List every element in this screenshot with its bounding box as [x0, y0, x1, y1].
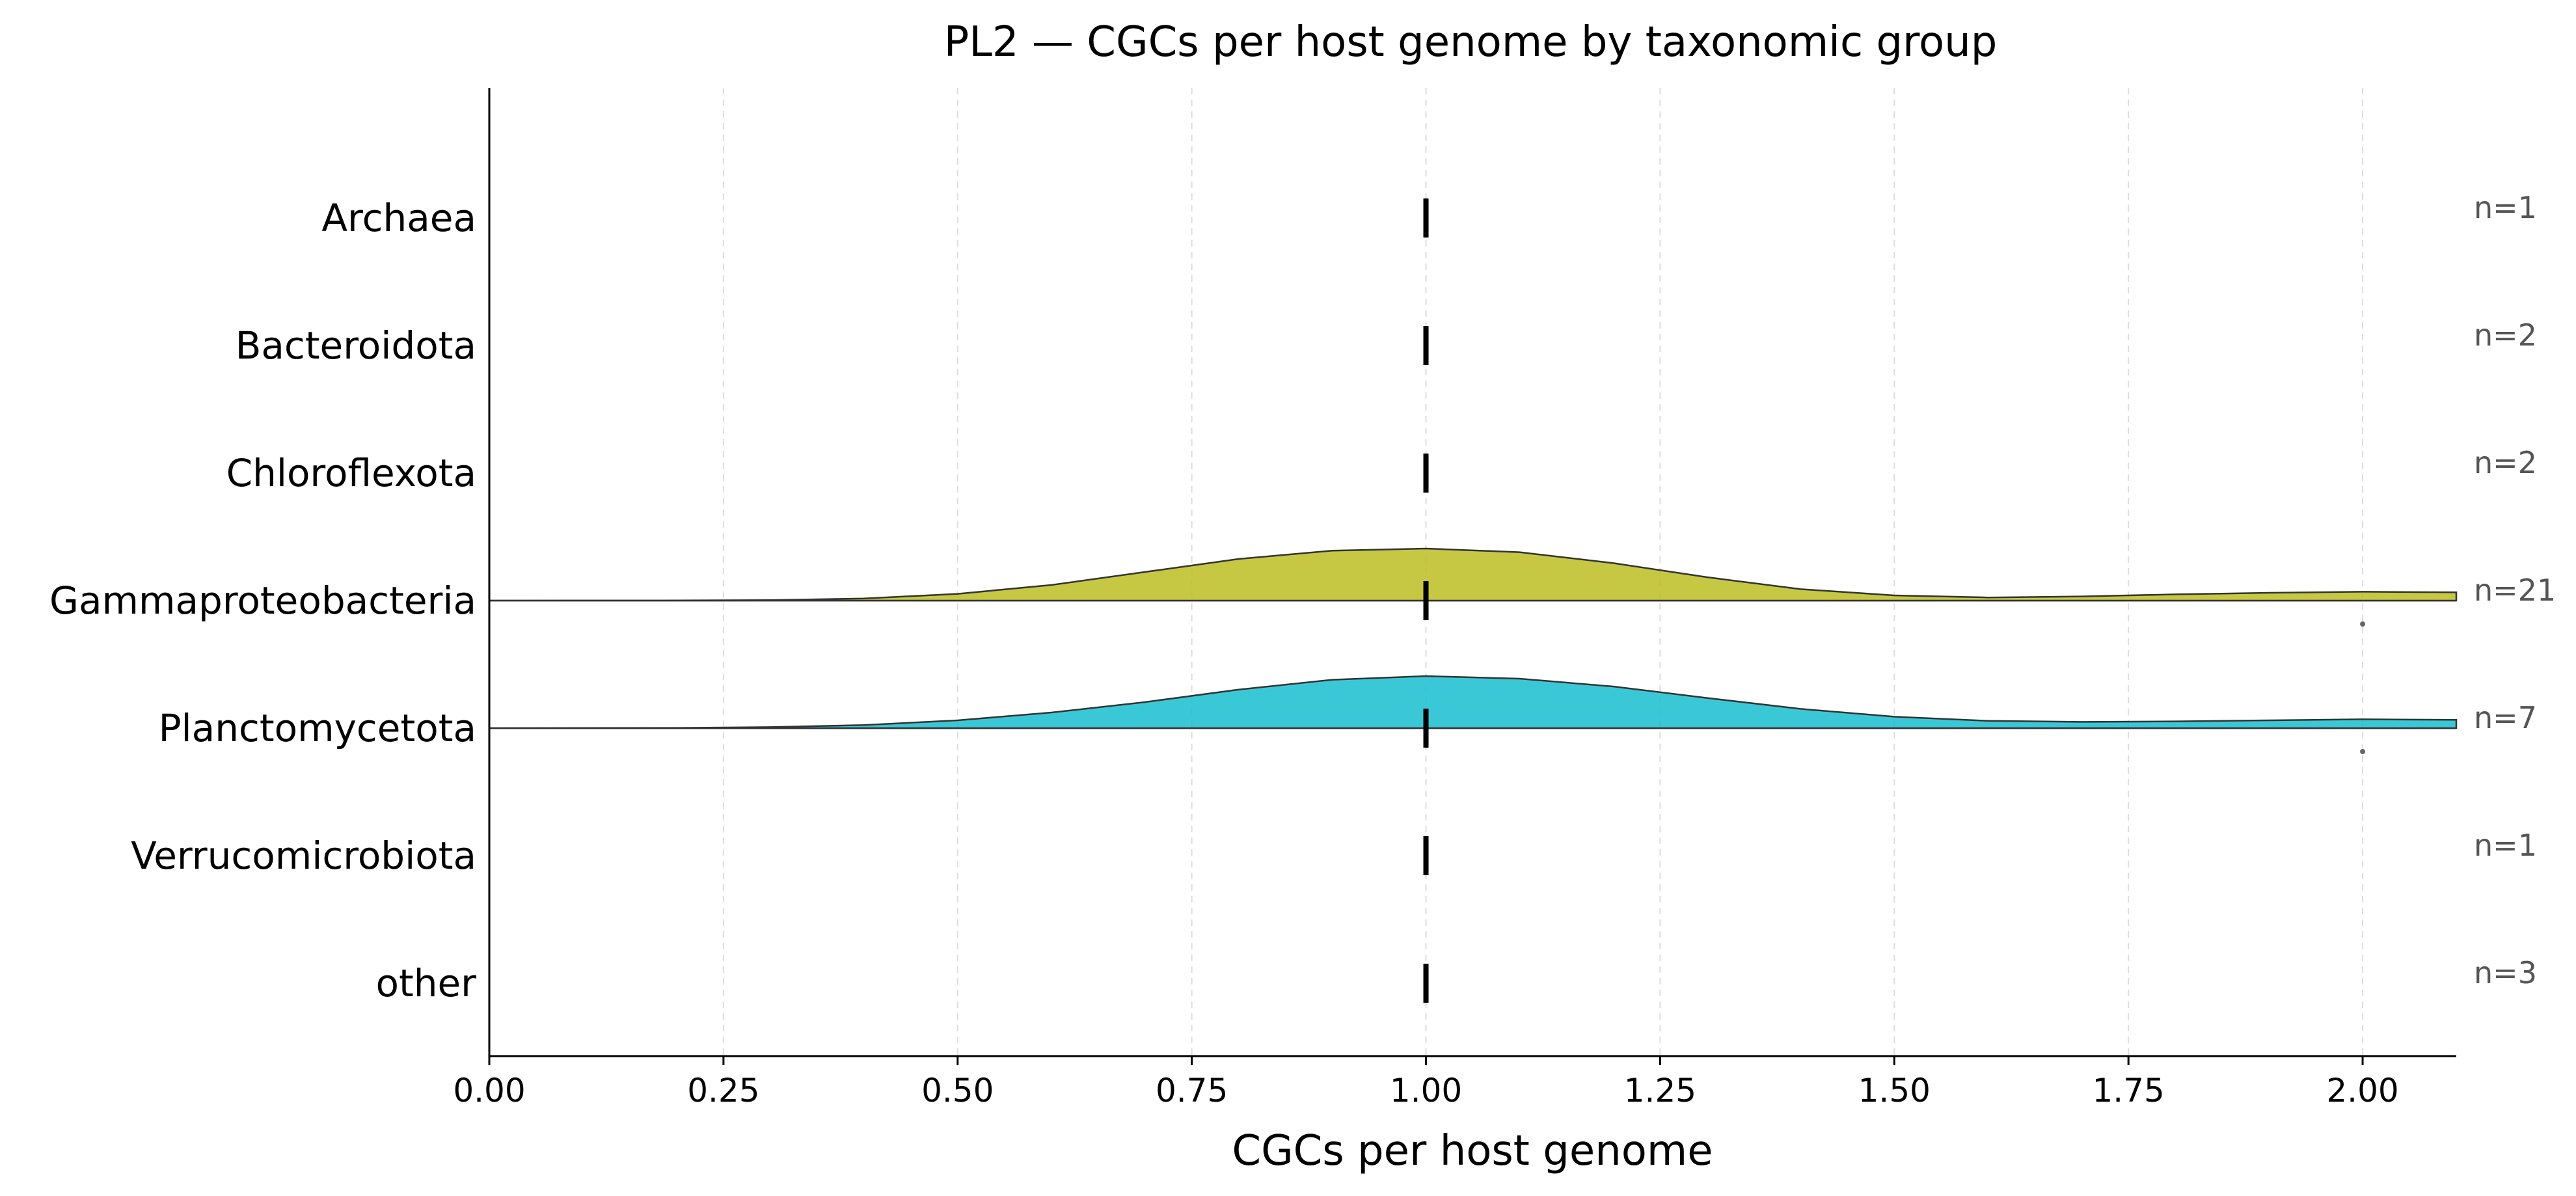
x-tick-label: 0.25 [687, 1072, 759, 1109]
x-tick-label: 1.00 [1390, 1072, 1462, 1109]
x-tick-label: 0.50 [921, 1072, 994, 1109]
category-label: Gammaproteobacteria [49, 578, 476, 623]
x-ticks: 0.00 0.25 0.50 0.75 1.00 1.25 1.50 1.75 2.00 [453, 1056, 2399, 1109]
violin-gammaproteobacteria [489, 547, 2458, 602]
x-tick-label: 1.75 [2093, 1072, 2165, 1109]
n-labels: n=1 n=2 n=2 n=21 n=7 n=1 n=3 [2474, 190, 2556, 990]
category-label: Planctomycetota [159, 706, 476, 750]
x-tick-label: 0.00 [453, 1072, 525, 1109]
category-label: Chloroflexota [226, 451, 476, 495]
category-label: Archaea [321, 196, 476, 240]
outlier-point-planctomycetota [2360, 749, 2366, 754]
category-label: other [375, 961, 476, 1005]
n-label: n=2 [2474, 318, 2537, 353]
x-tick-label: 1.25 [1624, 1072, 1696, 1109]
n-label: n=7 [2474, 700, 2537, 735]
outlier-point-gammaproteobacteria [2360, 621, 2366, 627]
category-label: Verrucomicrobiota [131, 834, 476, 878]
n-label: n=1 [2474, 190, 2537, 225]
n-label: n=1 [2474, 828, 2537, 863]
category-label: Bacteroidota [236, 323, 476, 368]
violin-planctomycetota [489, 675, 2458, 729]
x-axis-label: CGCs per host genome [1232, 1127, 1713, 1175]
n-label: n=3 [2474, 955, 2537, 990]
category-labels: Archaea Bacteroidota Chloroflexota Gammapro… [49, 196, 476, 1005]
chart-title: PL2 — CGCs per host genome by taxonomic … [944, 18, 1998, 66]
n-label: n=2 [2474, 445, 2537, 480]
n-label: n=21 [2474, 573, 2556, 608]
violins [489, 547, 2458, 754]
x-tick-label: 0.75 [1156, 1072, 1228, 1109]
x-tick-label: 2.00 [2326, 1072, 2398, 1109]
x-tick-label: 1.50 [1858, 1072, 1931, 1109]
